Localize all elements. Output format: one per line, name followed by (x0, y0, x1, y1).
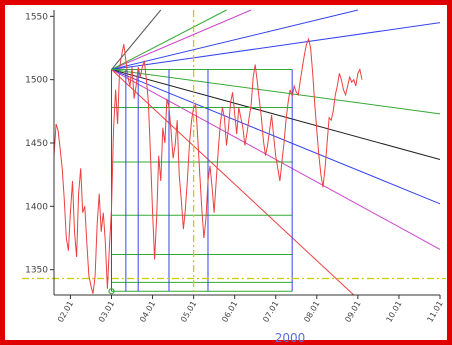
price-series (53, 37, 363, 294)
x-tick-label-05.01: 05.01 (179, 300, 198, 324)
anchor-marker (108, 288, 115, 295)
fan-line-7 (111, 69, 441, 160)
y-tick-label-1450: 1450 (25, 139, 48, 149)
axes: 1350 1400 1450 1500 1550 02.01 03.01 04.01 05.01… (25, 10, 445, 324)
x-tick-label-02.01: 02.01 (56, 300, 75, 324)
fan-line-1 (111, 9, 162, 70)
fan-line-4 (111, 9, 358, 71)
series-line-1 (53, 37, 363, 294)
fan-line-6 (111, 69, 441, 115)
x-tick-label-09.01: 09.01 (343, 300, 362, 324)
fan-line-8 (111, 69, 441, 205)
x-tick-label-06.01: 06.01 (220, 300, 239, 324)
annotations (22, 10, 446, 295)
y-tick-label-1500: 1500 (25, 76, 48, 86)
fan-line-3 (111, 9, 227, 70)
x-tick-label-04.01: 04.01 (138, 300, 157, 324)
x-tick-label-10.01: 10.01 (384, 300, 403, 324)
fan-line-9 (111, 69, 441, 250)
x-axis-title: 2000 (275, 331, 306, 345)
x-tick-label-08.01: 08.01 (302, 300, 321, 324)
y-tick-label-1350: 1350 (25, 266, 48, 276)
x-tick-label-07.01: 07.01 (261, 300, 280, 324)
x-tick-label-03.01: 03.01 (97, 300, 116, 324)
x-tick-label-11.01: 11.01 (425, 300, 444, 324)
fan-line-5 (111, 22, 441, 71)
y-tick-label-1400: 1400 (25, 202, 48, 212)
y-tick-label-1550: 1550 (25, 12, 48, 22)
grid-box (110, 69, 293, 292)
fan-line-2 (111, 9, 252, 70)
